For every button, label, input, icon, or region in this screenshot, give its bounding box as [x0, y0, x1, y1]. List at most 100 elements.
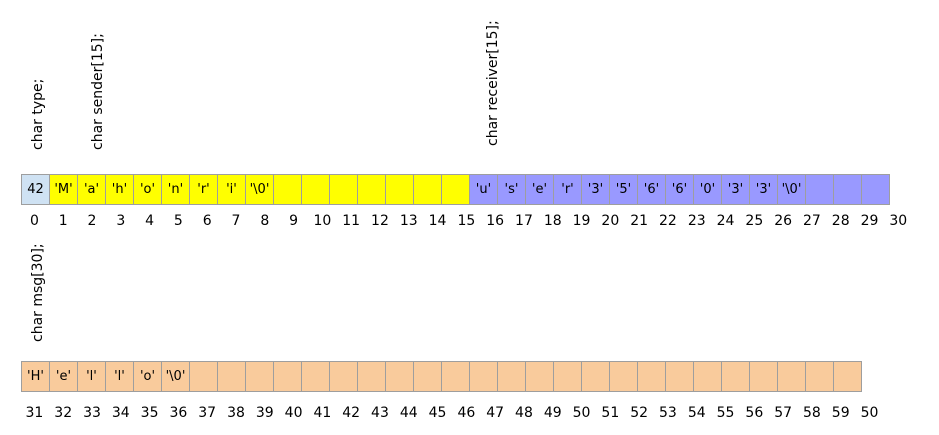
memory-cell [329, 361, 358, 392]
memory-cell [861, 174, 890, 205]
index-row-msg: 31 32 33 34 35 36 37 38 39 40 41 42 43 44 45 46 47 48 49 50… [20, 405, 884, 421]
memory-cell [273, 361, 302, 392]
memory-cell: '6' [637, 174, 666, 205]
cell-index: 43 [371, 405, 389, 421]
cell-index: 15 [457, 213, 476, 229]
cell-index: 17 [515, 213, 533, 229]
memory-cell: '6' [665, 174, 694, 205]
memory-cell [609, 361, 638, 392]
cell-index: 25 [745, 213, 764, 229]
memory-cell [721, 361, 750, 392]
cell-index: 18 [543, 213, 562, 229]
label-sender: char sender[15]; [90, 33, 106, 150]
memory-cell [273, 174, 302, 205]
cell-index: 2 [87, 213, 97, 229]
memory-cell: 'a' [77, 174, 106, 205]
memory-cell: '3' [581, 174, 610, 205]
memory-cell [553, 361, 582, 392]
cell-index: 50 [860, 405, 879, 421]
cell-index: 39 [255, 405, 274, 421]
memory-cell [413, 174, 442, 205]
cell-index: 56 [745, 405, 764, 421]
memory-cell [441, 174, 470, 205]
cell-index: 11 [342, 213, 361, 229]
cell-index: 14 [428, 213, 447, 229]
cell-index: 1 [58, 213, 68, 229]
cell-index: 52 [630, 405, 649, 421]
label-receiver: char receiver[15]; [485, 20, 501, 146]
cell-index: 28 [831, 213, 850, 229]
memory-cell [637, 361, 666, 392]
cell-index: 53 [659, 405, 677, 421]
memory-cell: 's' [497, 174, 526, 205]
memory-cell [357, 361, 386, 392]
cell-index: 4 [145, 213, 155, 229]
cell-index: 44 [399, 405, 418, 421]
memory-cell [441, 361, 470, 392]
memory-cell [833, 174, 862, 205]
memory-cell [469, 361, 498, 392]
memory-cell [693, 361, 722, 392]
memory-cell: 'u' [469, 174, 498, 205]
cell-index: 9 [289, 213, 299, 229]
cell-index: 30 [889, 213, 908, 229]
label-type: char type; [30, 78, 46, 150]
memory-cell [301, 361, 330, 392]
memory-cell: 'r' [189, 174, 218, 205]
cell-index: 48 [515, 405, 533, 421]
cell-index: 3 [116, 213, 126, 229]
cell-index: 42 [342, 405, 361, 421]
cell-index: 12 [371, 213, 389, 229]
memory-cell: 42 [21, 174, 50, 205]
cell-index: 37 [198, 405, 217, 421]
cell-index: 34 [111, 405, 130, 421]
memory-cell [805, 361, 834, 392]
memory-cell: 'e' [49, 361, 78, 392]
cell-index: 5 [173, 213, 183, 229]
cell-index: 57 [774, 405, 793, 421]
memory-cell [245, 361, 274, 392]
memory-cell: 'M' [49, 174, 78, 205]
cell-index: 45 [428, 405, 447, 421]
memory-cell [581, 361, 610, 392]
cell-index: 54 [687, 405, 706, 421]
cell-index: 13 [399, 213, 418, 229]
memory-cell [665, 361, 694, 392]
memory-cell: '3' [721, 174, 750, 205]
cell-index: 33 [83, 405, 101, 421]
cell-index: 35 [140, 405, 159, 421]
memory-cell [749, 361, 778, 392]
cell-index: 59 [831, 405, 850, 421]
cell-index: 41 [313, 405, 332, 421]
memory-cell: '5' [609, 174, 638, 205]
memory-cell [497, 361, 526, 392]
cell-index: 31 [25, 405, 44, 421]
memory-cell [833, 361, 862, 392]
memory-cell [385, 361, 414, 392]
cell-index: 55 [716, 405, 735, 421]
cell-index: 24 [716, 213, 735, 229]
memory-cell [357, 174, 386, 205]
memory-cell [413, 361, 442, 392]
memory-row-msg: 'H''e''l''l''o' '\0' [21, 361, 862, 392]
memory-cell [805, 174, 834, 205]
memory-cell: '0' [693, 174, 722, 205]
cell-index: 22 [659, 213, 677, 229]
memory-cell: '\0' [245, 174, 274, 205]
memory-cell: '\0' [161, 361, 190, 392]
memory-cell: 'l' [105, 361, 134, 392]
memory-cell: 'H' [21, 361, 50, 392]
memory-cell [777, 361, 806, 392]
cell-index: 20 [601, 213, 620, 229]
memory-cell [301, 174, 330, 205]
cell-index: 40 [284, 405, 303, 421]
cell-index: 58 [803, 405, 821, 421]
cell-index: 16 [486, 213, 505, 229]
index-row-header-fields: 0 1 2 3 4 5 6 7 8 9 10 11 12 13 14 15 16 17 18 19 20 21 22 23 24… [20, 213, 913, 229]
cell-index: 29 [860, 213, 879, 229]
label-msg: char msg[30]; [30, 243, 46, 342]
cell-index: 23 [687, 213, 706, 229]
memory-cell [189, 361, 218, 392]
cell-index: 36 [169, 405, 188, 421]
memory-cell: 'l' [77, 361, 106, 392]
